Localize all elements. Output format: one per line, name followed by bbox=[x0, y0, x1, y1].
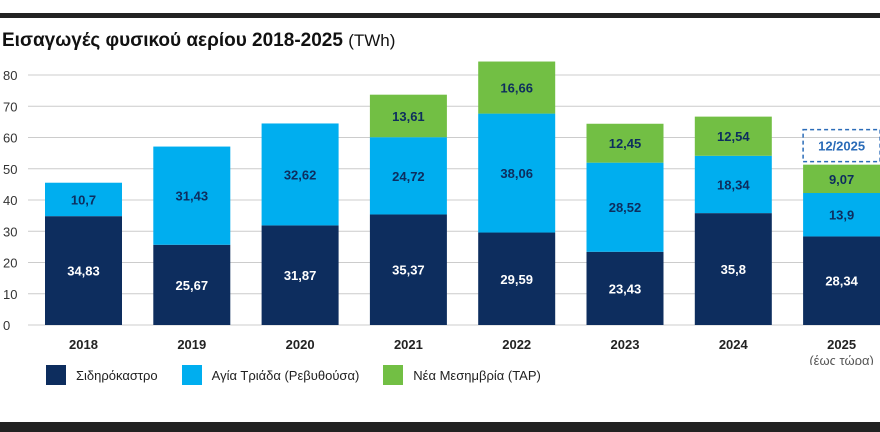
bar-segment-2022-2 bbox=[478, 61, 556, 114]
chart-title-unit: (TWh) bbox=[348, 31, 396, 50]
bar-segment-2024-1 bbox=[694, 155, 772, 214]
y-tick-label-0: 0 bbox=[3, 318, 10, 333]
y-tick-label-80: 80 bbox=[3, 68, 17, 83]
y-tick-label-40: 40 bbox=[3, 193, 17, 208]
bar-segment-2018-0 bbox=[45, 216, 122, 325]
annotation-label-2025: 12/2025 bbox=[818, 139, 865, 154]
x-tick-label-2018: 2018 bbox=[69, 337, 98, 352]
bar-label-2024-2: 12,54 bbox=[717, 129, 750, 144]
bar-segment-2021-1 bbox=[369, 137, 447, 215]
chart-title: Εισαγωγές φυσικού αερίου 2018-2025 (TWh) bbox=[2, 30, 395, 52]
stacked-bar-chart: 0 10 20 30 40 50 60 70 80 34,83 10,7 2018 25,67 31,43… bbox=[3, 61, 880, 365]
y-tick-label-10: 10 bbox=[3, 287, 17, 302]
bar-label-2021-0: 35,37 bbox=[392, 263, 425, 278]
bar-label-2023-2: 12,45 bbox=[609, 136, 642, 151]
legend-item-tap: Νέα Μεσημβρία (TAP) bbox=[383, 365, 541, 385]
legend-swatch-sidirokastro bbox=[46, 365, 66, 385]
bar-segment-2024-0 bbox=[694, 213, 772, 325]
bar-label-2021-2: 13,61 bbox=[392, 109, 425, 124]
bar-label-2020-1: 32,62 bbox=[284, 167, 317, 182]
x-tick-label-2024: 2024 bbox=[719, 337, 749, 352]
x-tick-label-2019: 2019 bbox=[177, 337, 206, 352]
legend-label-agia-triada: Αγία Τριάδα (Ρεβυθούσα) bbox=[211, 367, 360, 383]
legend: Σιδηρόκαστρο Αγία Τριάδα (Ρεβυθούσα) Νέα… bbox=[46, 365, 565, 385]
top-rule bbox=[0, 13, 880, 18]
bar-label-2023-1: 28,52 bbox=[609, 200, 642, 215]
x-tick-label-2021: 2021 bbox=[394, 337, 423, 352]
bar-label-2022-1: 38,06 bbox=[500, 166, 533, 181]
bar-segment-2020-1 bbox=[261, 123, 339, 226]
bar-segment-2025-0 bbox=[803, 236, 880, 325]
y-tick-label-60: 60 bbox=[3, 131, 17, 146]
bar-label-2023-0: 23,43 bbox=[609, 281, 642, 296]
bar-segment-2021-2 bbox=[369, 94, 447, 138]
bar-label-2019-0: 25,67 bbox=[176, 278, 209, 293]
legend-item-sidirokastro: Σιδηρόκαστρο bbox=[46, 365, 158, 385]
bar-label-2020-0: 31,87 bbox=[284, 268, 317, 283]
bar-label-2025-1: 13,9 bbox=[829, 208, 854, 223]
x-tick-label-2023: 2023 bbox=[611, 337, 640, 352]
y-tick-label-70: 70 bbox=[3, 99, 17, 114]
y-tick-label-20: 20 bbox=[3, 256, 17, 271]
legend-label-tap: Νέα Μεσημβρία (TAP) bbox=[413, 367, 541, 383]
bar-segment-2021-0 bbox=[369, 214, 447, 325]
bar-label-2021-1: 24,72 bbox=[392, 169, 425, 184]
bar-segment-2020-0 bbox=[261, 225, 339, 325]
y-tick-label-50: 50 bbox=[3, 162, 17, 177]
x-tick-sublabel-2025: (έως τώρα) bbox=[809, 353, 874, 365]
bar-label-2022-2: 16,66 bbox=[500, 81, 533, 96]
bottom-rule bbox=[0, 422, 880, 432]
y-tick-label-30: 30 bbox=[3, 224, 17, 239]
bar-label-2024-1: 18,34 bbox=[717, 177, 750, 192]
bar-segment-2025-1 bbox=[803, 193, 880, 237]
legend-label-sidirokastro: Σιδηρόκαστρο bbox=[76, 367, 158, 383]
bar-segment-2019-1 bbox=[153, 146, 231, 245]
bar-segment-2023-1 bbox=[586, 162, 664, 252]
bar-segment-2023-2 bbox=[586, 123, 664, 163]
bar-segment-2022-0 bbox=[478, 232, 556, 325]
bar-label-2018-0: 34,83 bbox=[67, 264, 100, 279]
bar-label-2022-0: 29,59 bbox=[500, 272, 533, 287]
bar-segment-2023-0 bbox=[586, 251, 664, 325]
annotation-box-2025 bbox=[802, 128, 880, 163]
bar-label-2018-1: 10,7 bbox=[71, 192, 96, 207]
bar-segment-2019-0 bbox=[153, 244, 231, 325]
bar-segment-2022-1 bbox=[478, 113, 556, 233]
x-tick-label-2022: 2022 bbox=[502, 337, 531, 352]
bar-label-2024-0: 35,8 bbox=[721, 262, 746, 277]
legend-swatch-agia-triada bbox=[181, 365, 202, 385]
bar-label-2025-0: 28,34 bbox=[825, 274, 858, 289]
x-tick-label-2020: 2020 bbox=[286, 337, 315, 352]
bar-label-2025-2: 9,07 bbox=[829, 172, 854, 187]
chart-title-main: Εισαγωγές φυσικού αερίου 2018-2025 bbox=[2, 30, 343, 51]
bar-label-2019-1: 31,43 bbox=[176, 189, 209, 204]
x-tick-label-2025: 2025 bbox=[827, 337, 856, 352]
bar-segment-2018-1 bbox=[45, 182, 122, 217]
legend-item-agia-triada: Αγία Τριάδα (Ρεβυθούσα) bbox=[181, 365, 360, 385]
bar-segment-2025-2 bbox=[803, 164, 880, 193]
legend-swatch-tap bbox=[383, 365, 404, 385]
bar-segment-2024-2 bbox=[694, 116, 772, 156]
